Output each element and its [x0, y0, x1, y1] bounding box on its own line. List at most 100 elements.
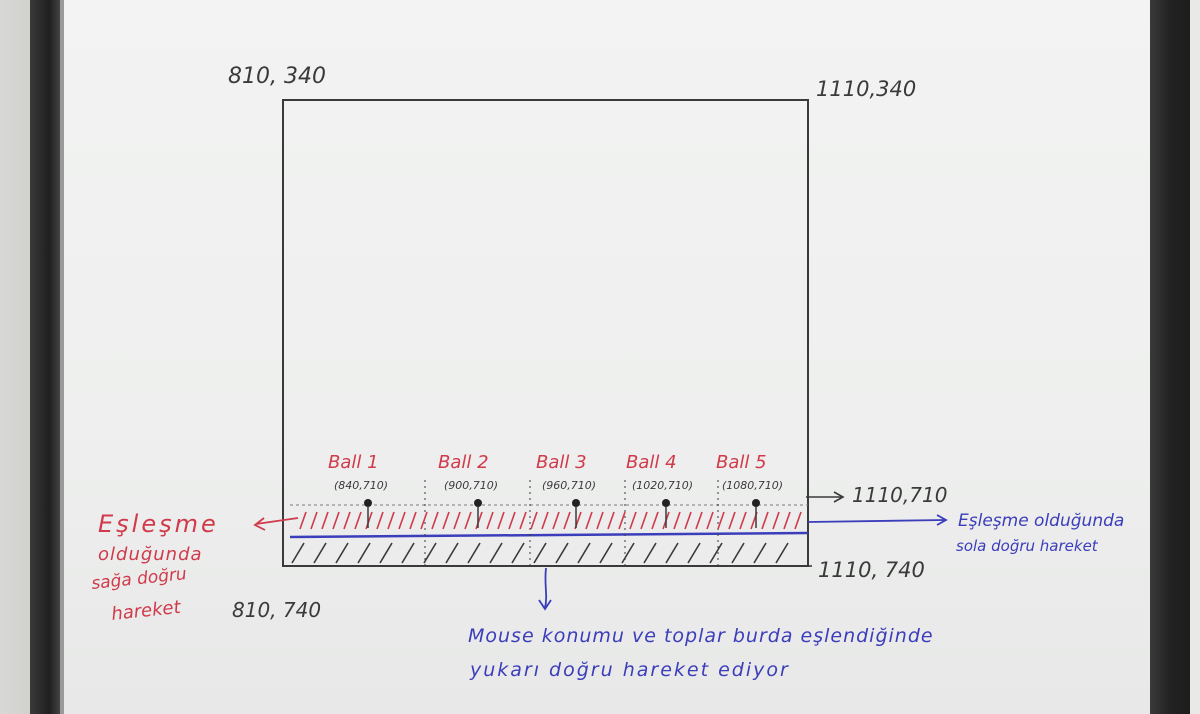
hatch-mark	[299, 511, 307, 530]
hatch-mark	[313, 542, 327, 564]
hatch-mark	[794, 511, 802, 530]
hatch-mark	[753, 542, 767, 564]
arrow-down-blue	[538, 567, 552, 611]
hatch-mark	[379, 542, 393, 564]
hatch-mark	[401, 542, 415, 564]
ball-dot	[572, 499, 580, 507]
note-left-line-3: sağa doğru	[90, 564, 187, 594]
balls-group: Ball 1 (840,710) Ball 2 (900,710) Ball 3 (960…	[328, 452, 783, 528]
hatch-mark	[475, 511, 483, 530]
note-left-line-4: hareket	[110, 597, 182, 625]
hatch-mark	[665, 542, 679, 564]
hatch-mark	[761, 511, 769, 530]
ball-label: Ball 3	[536, 452, 587, 473]
arrow-left-red	[253, 517, 299, 531]
hatch-mark	[717, 511, 725, 530]
hatch-mark	[775, 542, 789, 564]
hatch-mark	[387, 511, 395, 530]
hatch-mark	[442, 511, 450, 530]
hatch-mark	[489, 542, 503, 564]
hatch-mark	[467, 542, 481, 564]
note-bottom-line-2: yukarı doğru hareket ediyor	[469, 659, 790, 681]
corner-label-top-right: 1110,340	[816, 77, 916, 101]
ball-dot	[474, 499, 482, 507]
hatch-mark	[354, 511, 362, 530]
hatch-mark	[599, 542, 613, 564]
note-bottom: Mouse konumu ve toplar burda eşlendiğind…	[468, 625, 934, 681]
whiteboard-frame-right	[1150, 0, 1200, 714]
ball-coord: (840,710)	[334, 479, 388, 492]
hatch-mark	[310, 511, 318, 530]
note-left-line-1: Eşleşme	[98, 510, 219, 538]
hatch-mark	[695, 511, 703, 530]
ball-coord: (960,710)	[542, 479, 596, 492]
hatch-mark	[706, 511, 714, 530]
note-right: Eşleşme olduğunda sola doğru hareket	[956, 511, 1124, 555]
ball-label: Ball 1	[328, 452, 379, 473]
hatch-mark	[739, 511, 747, 530]
hatch-mark	[376, 511, 384, 530]
hatch-mark	[621, 542, 635, 564]
hatch-mark	[585, 511, 593, 530]
hatch-mark	[335, 542, 349, 564]
whiteboard	[60, 0, 1154, 714]
hatch-mark	[445, 542, 459, 564]
hatch-mark	[420, 511, 428, 530]
note-right-line-1: Eşleşme olduğunda	[958, 511, 1124, 531]
ball-label: Ball 2	[438, 452, 489, 473]
hatch-mark	[291, 542, 305, 564]
note-left: Eşleşme olduğunda sağa doğru hareket	[90, 510, 219, 625]
ball-dot	[752, 499, 760, 507]
hatch-mark	[431, 511, 439, 530]
note-bottom-line-1: Mouse konumu ve toplar burda eşlendiğind…	[468, 625, 934, 647]
hatch-mark	[530, 511, 538, 530]
hatch-mark	[643, 542, 657, 564]
hatch-mark	[497, 511, 505, 530]
hatch-mark	[687, 542, 701, 564]
red-hatching	[299, 511, 802, 530]
hatch-mark	[731, 542, 745, 564]
hatch-mark	[398, 511, 406, 530]
hatch-mark	[629, 511, 637, 530]
hatch-mark	[772, 511, 780, 530]
black-hatching	[291, 542, 789, 564]
arrow-right-ball-line	[806, 491, 845, 503]
arrow-right-blue	[807, 514, 948, 526]
hatch-mark	[453, 511, 461, 530]
corner-label-bottom-right: 1110, 740	[818, 558, 925, 582]
hatch-mark	[332, 511, 340, 530]
hatch-mark	[640, 511, 648, 530]
hatch-mark	[555, 542, 569, 564]
hatch-mark	[533, 542, 547, 564]
hatch-mark	[508, 511, 516, 530]
ball-coord: (1080,710)	[722, 479, 783, 492]
hatch-mark	[357, 542, 371, 564]
note-right-line-2: sola doğru hareket	[956, 537, 1099, 555]
ball-dot	[662, 499, 670, 507]
note-left-line-2: olduğunda	[98, 544, 203, 565]
hatch-mark	[519, 511, 527, 530]
ball-coord: (1020,710)	[632, 479, 693, 492]
hatch-mark	[423, 542, 437, 564]
hatch-mark	[607, 511, 615, 530]
hatch-mark	[541, 511, 549, 530]
paddle-line	[289, 531, 809, 539]
hatch-mark	[596, 511, 604, 530]
section-separators	[424, 480, 719, 566]
hatch-mark	[618, 511, 626, 530]
hatch-mark	[651, 511, 659, 530]
hatch-mark	[409, 511, 417, 530]
hatch-mark	[343, 511, 351, 530]
hatch-mark	[552, 511, 560, 530]
hatch-mark	[511, 542, 525, 564]
hatch-mark	[783, 511, 791, 530]
ball-label: Ball 5	[716, 452, 767, 473]
hatch-mark	[728, 511, 736, 530]
hatch-mark	[486, 511, 494, 530]
ball-label: Ball 4	[626, 452, 677, 473]
corner-label-bottom-left: 810, 740	[232, 598, 321, 622]
hatch-mark	[684, 511, 692, 530]
hatch-mark	[321, 511, 329, 530]
whiteboard-frame-left	[30, 0, 62, 714]
